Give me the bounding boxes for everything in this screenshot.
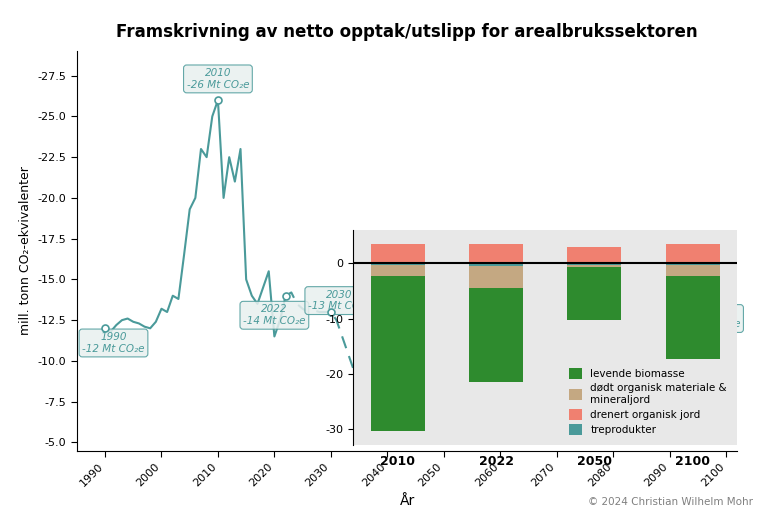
Bar: [469, 266, 523, 288]
Text: 2050
-7 Mt CO₂e: 2050 -7 Mt CO₂e: [413, 415, 468, 437]
Y-axis label: mill. tonn CO₂-ekvivalenter: mill. tonn CO₂-ekvivalenter: [19, 166, 32, 335]
Bar: [568, 247, 621, 264]
Bar: [666, 264, 720, 265]
Text: 2010
-26 Mt CO₂e: 2010 -26 Mt CO₂e: [187, 68, 249, 90]
Legend: levende biomasse, dødt organisk materiale &
mineraljord, drenert organisk jord, : levende biomasse, dødt organisk material…: [564, 363, 732, 440]
Bar: [371, 244, 425, 264]
Bar: [666, 276, 720, 359]
X-axis label: År: År: [399, 494, 415, 507]
Text: 2030
-13 Mt CO₂e: 2030 -13 Mt CO₂e: [308, 290, 370, 311]
Text: 2022
-14 Mt CO₂e: 2022 -14 Mt CO₂e: [243, 305, 306, 326]
Title: Framskrivning av netto opptak/utslipp for arealbrukssektoren: Framskrivning av netto opptak/utslipp fo…: [116, 24, 698, 41]
Bar: [469, 288, 523, 382]
Bar: [469, 244, 523, 264]
Bar: [371, 264, 425, 265]
Bar: [568, 267, 621, 319]
Text: 2100
-13 Mt CO₂e: 2100 -13 Mt CO₂e: [678, 308, 740, 329]
Bar: [568, 265, 621, 267]
Bar: [568, 264, 621, 265]
Bar: [469, 264, 523, 266]
Bar: [666, 244, 720, 264]
Bar: [371, 265, 425, 276]
Bar: [371, 276, 425, 431]
Bar: [666, 265, 720, 276]
Text: © 2024 Christian Wilhelm Mohr: © 2024 Christian Wilhelm Mohr: [588, 497, 753, 507]
Text: 1990
-12 Mt CO₂e: 1990 -12 Mt CO₂e: [82, 332, 144, 354]
